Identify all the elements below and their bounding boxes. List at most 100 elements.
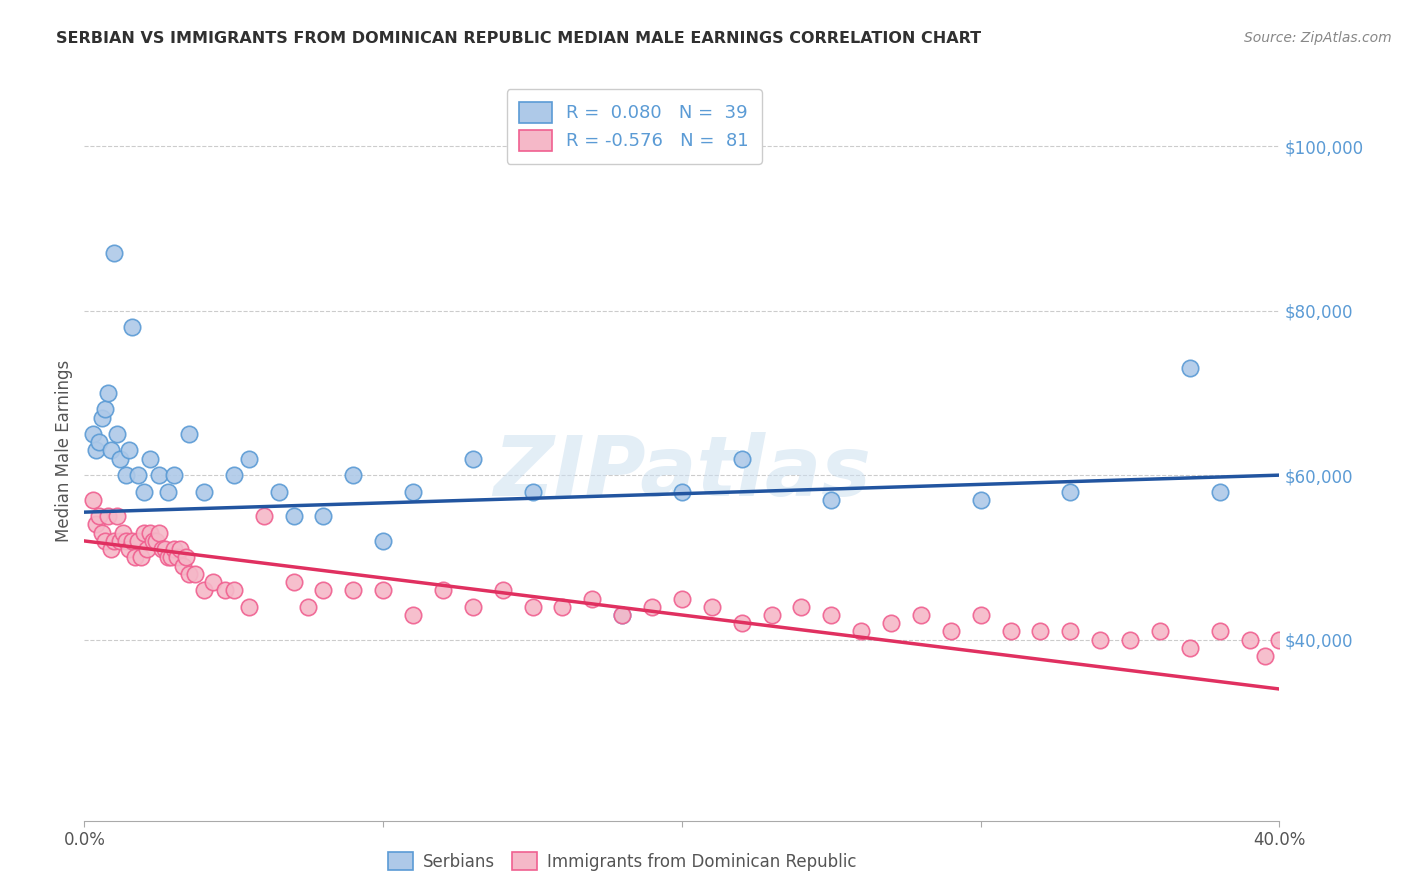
Point [970, 607, 993, 622]
Point [82, 492, 104, 507]
Point [312, 583, 335, 598]
Point [461, 451, 484, 466]
Point [174, 550, 197, 565]
Point [1343, 673, 1365, 688]
Point [89, 509, 111, 524]
Point [157, 484, 180, 499]
Point [880, 616, 903, 631]
Point [177, 566, 200, 581]
Text: ZIPatlas: ZIPatlas [494, 432, 870, 513]
Point [86, 517, 108, 532]
Point [1329, 657, 1351, 672]
Point [939, 624, 962, 639]
Point [163, 468, 186, 483]
Point [1253, 649, 1275, 664]
Point [142, 533, 165, 548]
Point [121, 320, 143, 334]
Point [238, 599, 260, 614]
Point [238, 451, 260, 466]
Point [402, 484, 425, 499]
Point [160, 550, 183, 565]
Point [157, 550, 180, 565]
Point [283, 509, 305, 524]
Point [97, 509, 120, 524]
Point [115, 533, 138, 548]
Point [193, 583, 215, 598]
Point [118, 443, 141, 458]
Point [1090, 632, 1112, 647]
Point [177, 427, 200, 442]
Point [103, 533, 125, 548]
Point [115, 468, 138, 483]
Point [297, 599, 319, 614]
Point [790, 599, 813, 614]
Point [121, 533, 143, 548]
Point [342, 468, 364, 483]
Point [110, 451, 132, 466]
Point [671, 484, 693, 499]
Point [373, 583, 395, 598]
Point [136, 542, 159, 557]
Point [105, 509, 128, 524]
Point [432, 583, 454, 598]
Point [283, 575, 305, 590]
Point [1239, 632, 1261, 647]
Point [150, 542, 173, 557]
Point [94, 402, 117, 417]
Point [148, 468, 170, 483]
Point [612, 607, 634, 622]
Point [110, 533, 132, 548]
Point [612, 607, 634, 622]
Point [139, 451, 162, 466]
Point [103, 246, 125, 260]
Point [1298, 649, 1320, 664]
Point [132, 525, 156, 540]
Point [127, 468, 149, 483]
Point [91, 410, 114, 425]
Point [145, 533, 167, 548]
Point [492, 583, 515, 598]
Point [214, 583, 236, 598]
Point [267, 484, 290, 499]
Point [342, 583, 364, 598]
Point [1029, 624, 1052, 639]
Point [1149, 624, 1171, 639]
Point [86, 443, 108, 458]
Point [163, 542, 186, 557]
Point [970, 492, 993, 507]
Point [172, 558, 194, 573]
Point [105, 427, 128, 442]
Point [1284, 649, 1306, 664]
Point [522, 484, 544, 499]
Point [581, 591, 603, 606]
Point [551, 599, 574, 614]
Point [820, 607, 842, 622]
Point [118, 542, 141, 557]
Point [312, 509, 335, 524]
Point [100, 443, 122, 458]
Point [851, 624, 873, 639]
Y-axis label: Median Male Earnings: Median Male Earnings [55, 359, 73, 541]
Point [700, 599, 723, 614]
Point [82, 427, 104, 442]
Text: Source: ZipAtlas.com: Source: ZipAtlas.com [1244, 31, 1392, 45]
Text: SERBIAN VS IMMIGRANTS FROM DOMINICAN REPUBLIC MEDIAN MALE EARNINGS CORRELATION C: SERBIAN VS IMMIGRANTS FROM DOMINICAN REP… [56, 31, 981, 46]
Point [100, 542, 122, 557]
Point [169, 542, 191, 557]
Point [89, 435, 111, 450]
Point [139, 525, 162, 540]
Point [1209, 624, 1232, 639]
Point [1209, 484, 1232, 499]
Point [166, 550, 188, 565]
Point [97, 385, 120, 400]
Point [153, 542, 176, 557]
Point [148, 525, 170, 540]
Point [94, 533, 117, 548]
Point [820, 492, 842, 507]
Point [671, 591, 693, 606]
Point [253, 509, 276, 524]
Point [222, 468, 245, 483]
Point [129, 550, 152, 565]
Point [1178, 361, 1201, 376]
Point [910, 607, 932, 622]
